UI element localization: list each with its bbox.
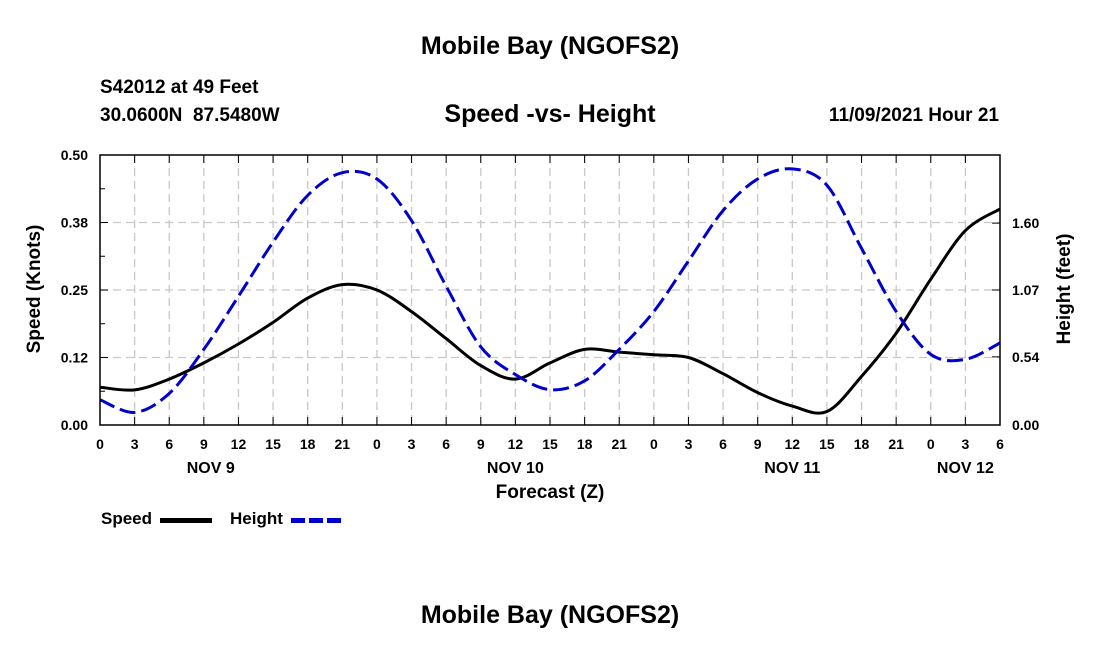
x-tick-label: 12 <box>508 436 524 452</box>
right-tick-label: 1.07 <box>1012 282 1039 298</box>
top-title: Mobile Bay (NGOFS2) <box>420 32 680 60</box>
height-series-line <box>99 167 1001 414</box>
left-tick-label: 0.00 <box>61 417 88 433</box>
right-tick-label: 0.54 <box>1012 349 1039 365</box>
left-tick-label: 0.38 <box>61 215 88 231</box>
legend-height-label: Height <box>230 509 283 528</box>
x-tick-label: 15 <box>265 436 281 452</box>
legend-speed-swatch <box>160 518 212 523</box>
x-tick-label: 0 <box>927 436 935 452</box>
right-tick-label: 1.60 <box>1012 215 1039 231</box>
x-tick-label: 6 <box>165 436 173 452</box>
date-label: NOV 10 <box>487 460 544 477</box>
right-tick-label: 0.00 <box>1012 417 1039 433</box>
x-axis-title: Forecast (Z) <box>495 482 605 503</box>
x-tick-label: 21 <box>888 436 904 452</box>
x-tick-label: 0 <box>373 436 381 452</box>
x-tick-label: 18 <box>854 436 870 452</box>
legend-speed-label: Speed <box>101 509 153 528</box>
x-tick-label: 18 <box>300 436 316 452</box>
station-id: S42012 at 49 Feet <box>100 77 259 98</box>
x-tick-label: 9 <box>754 436 762 452</box>
x-tick-label: 3 <box>961 436 969 452</box>
x-tick-label: 9 <box>477 436 485 452</box>
chart-subtitle: Speed -vs- Height <box>444 100 656 128</box>
left-tick-label: 0.25 <box>61 282 88 298</box>
x-tick-label: 3 <box>685 436 693 452</box>
speed-series-line <box>99 207 1001 415</box>
x-tick-label: 21 <box>335 436 351 452</box>
date-label: NOV 12 <box>937 460 994 477</box>
left-tick-label: 0.50 <box>61 147 88 163</box>
forecast-timestamp: 11/09/2021 Hour 21 <box>828 105 999 126</box>
x-tick-label: 6 <box>719 436 727 452</box>
station-coords: 30.0600N 87.5480W <box>100 105 280 126</box>
legend-height-swatch <box>291 518 343 523</box>
left-tick-label: 0.12 <box>61 350 88 366</box>
x-tick-label: 0 <box>96 436 104 452</box>
x-tick-label: 18 <box>577 436 593 452</box>
grid-lines <box>100 155 1000 425</box>
x-tick-label: 12 <box>785 436 801 452</box>
date-label: NOV 9 <box>187 460 235 477</box>
date-label: NOV 11 <box>764 460 820 477</box>
x-tick-label: 12 <box>231 436 247 452</box>
x-tick-label: 3 <box>408 436 416 452</box>
bottom-title: Mobile Bay (NGOFS2) <box>420 601 680 629</box>
x-tick-label: 15 <box>542 436 558 452</box>
x-tick-label: 9 <box>200 436 208 452</box>
x-tick-label: 15 <box>819 436 835 452</box>
x-tick-label: 3 <box>131 436 139 452</box>
x-tick-label: 0 <box>650 436 658 452</box>
x-tick-label: 6 <box>442 436 450 452</box>
x-tick-label: 21 <box>611 436 627 452</box>
series-layer <box>99 167 1001 415</box>
x-tick-label: 6 <box>996 436 1004 452</box>
ticks-layer: 0 3 6 9 12 15 18 21 0 3 6 9 12 15 18 21 0 3 6 9 12 15 18 21 0 3 6N… <box>61 147 1040 477</box>
